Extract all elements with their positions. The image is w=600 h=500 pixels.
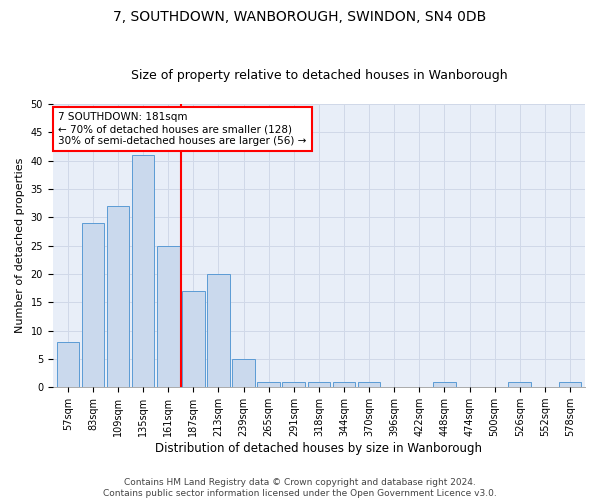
- Bar: [232, 359, 255, 387]
- Text: Contains HM Land Registry data © Crown copyright and database right 2024.
Contai: Contains HM Land Registry data © Crown c…: [103, 478, 497, 498]
- Text: 7 SOUTHDOWN: 181sqm
← 70% of detached houses are smaller (128)
30% of semi-detac: 7 SOUTHDOWN: 181sqm ← 70% of detached ho…: [58, 112, 307, 146]
- Bar: [157, 246, 179, 387]
- Bar: [207, 274, 230, 387]
- Title: Size of property relative to detached houses in Wanborough: Size of property relative to detached ho…: [131, 69, 507, 82]
- Bar: [433, 382, 456, 387]
- Bar: [332, 382, 355, 387]
- Bar: [107, 206, 130, 387]
- Bar: [82, 223, 104, 387]
- Bar: [508, 382, 531, 387]
- Bar: [559, 382, 581, 387]
- Bar: [56, 342, 79, 387]
- Bar: [358, 382, 380, 387]
- Bar: [308, 382, 330, 387]
- Bar: [132, 155, 154, 387]
- Y-axis label: Number of detached properties: Number of detached properties: [15, 158, 25, 334]
- Bar: [182, 291, 205, 387]
- X-axis label: Distribution of detached houses by size in Wanborough: Distribution of detached houses by size …: [155, 442, 482, 455]
- Bar: [283, 382, 305, 387]
- Bar: [257, 382, 280, 387]
- Text: 7, SOUTHDOWN, WANBOROUGH, SWINDON, SN4 0DB: 7, SOUTHDOWN, WANBOROUGH, SWINDON, SN4 0…: [113, 10, 487, 24]
